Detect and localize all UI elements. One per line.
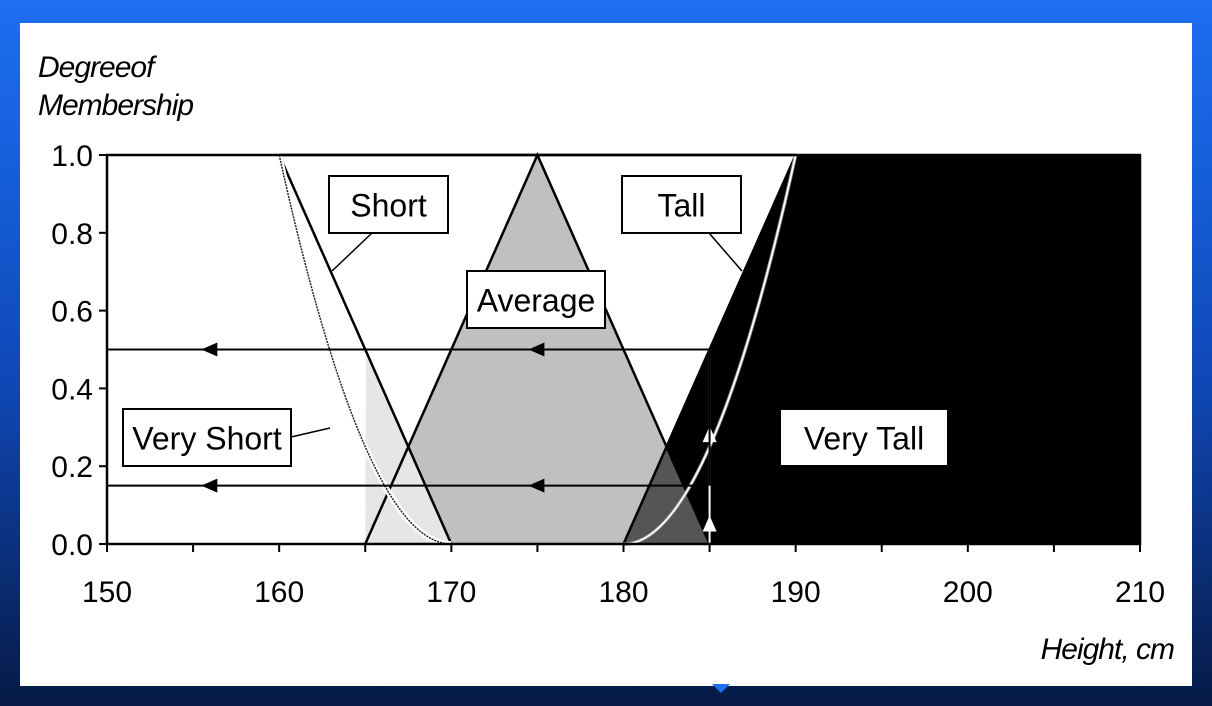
tall-label: Tall [657, 188, 705, 224]
short-label: Short [350, 188, 427, 224]
short-box [328, 175, 449, 234]
very-tall-leader [747, 424, 781, 438]
chart-guides [107, 342, 717, 544]
x-tick-label: 150 [82, 576, 132, 609]
overlap-fill [623, 446, 710, 544]
left-arrow-head [528, 478, 545, 493]
very-tall-label: Very Tall [804, 421, 924, 457]
very-tall-box [779, 408, 949, 467]
x-tick-label: 200 [943, 576, 993, 609]
tall-box [621, 175, 742, 234]
x-axis-title: Height, cm [1041, 633, 1174, 666]
slide-marker [712, 684, 730, 693]
y-axis-title-line-1: Degreeof [38, 51, 157, 84]
short-leader [331, 232, 373, 272]
y-tick-label: 0.2 [51, 451, 93, 484]
short-average-intersection-fill [365, 446, 452, 544]
left-arrow-head [201, 342, 218, 357]
left-arrow-head [528, 342, 545, 357]
chart-axes: 0.0 0.2 0.4 0.6 0.8 1.0 150 160 170 180 190 200 210 [51, 140, 1165, 609]
very-short-label: Very Short [132, 421, 282, 457]
x-tick-label: 170 [426, 576, 476, 609]
x-tick-label: 210 [1115, 576, 1165, 609]
y-axis-title-line-2: Membership [38, 89, 193, 122]
tall-fill [623, 155, 1140, 544]
y-tick-label: 0.8 [51, 218, 93, 251]
chart-labels: Short Tall Average Very Short Very Tall [122, 175, 949, 467]
y-tick-label: 0.0 [51, 529, 93, 562]
slide-panel: 0.0 0.2 0.4 0.6 0.8 1.0 150 160 170 180 190 200 210 … [20, 23, 1192, 686]
very-short-leader [290, 427, 331, 438]
y-tick-label: 1.0 [51, 140, 93, 173]
average-box [466, 270, 606, 329]
y-tick-label: 0.4 [51, 373, 93, 406]
x-tick-label: 160 [254, 576, 304, 609]
x-tick-label: 190 [771, 576, 821, 609]
tall-leader [708, 232, 743, 272]
up-arrow-head [702, 515, 717, 532]
y-tick-label: 0.6 [51, 296, 93, 329]
very-short-box [122, 408, 292, 467]
x-tick-label: 180 [598, 576, 648, 609]
very-short-line [278, 154, 452, 545]
left-arrow-head [201, 478, 218, 493]
average-label: Average [477, 283, 596, 319]
